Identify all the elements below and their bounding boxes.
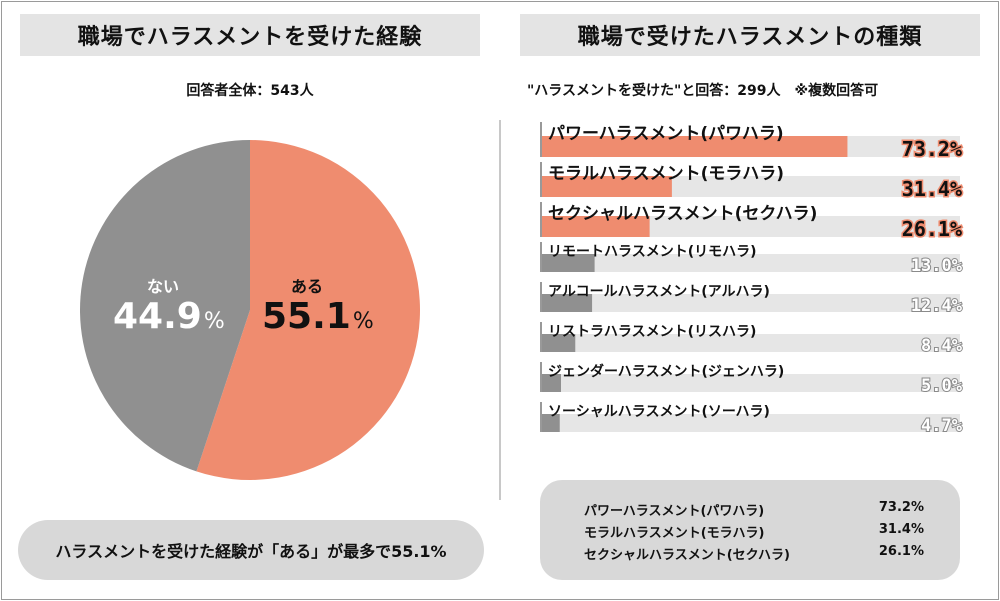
right-title: 職場で受けたハラスメントの種類: [520, 14, 980, 56]
bar-value-label: 13.0%: [911, 256, 963, 276]
pie-slice-yes: [196, 140, 420, 480]
bar-category-label: セクシャルハラスメント(セクハラ): [548, 204, 817, 224]
summary-row: セクシャルハラスメント(セクハラ) 26.1%: [584, 544, 924, 564]
bar: [540, 176, 672, 197]
bar-tick: [540, 202, 542, 237]
bar-value-label: 26.1%: [902, 217, 962, 241]
left-respondents: 回答者全体：543人: [186, 83, 314, 99]
bar-value-label: 4.7%: [921, 416, 963, 436]
bar-value-label: 8.4%: [921, 336, 963, 356]
bar: [540, 254, 595, 272]
summary-label: セクシャルハラスメント(セクハラ): [584, 548, 790, 563]
bar-track: [540, 254, 960, 272]
bar-category-label: モラルハラスメント(モラハラ): [548, 164, 784, 184]
bar-category-label: ソーシャルハラスメント(ソーハラ): [548, 404, 770, 420]
bar-chart: パワーハラスメント(パワハラ) 73.2% モラルハラスメント(モラハラ) 31.4%…: [540, 122, 964, 437]
left-title: 職場でハラスメントを受けた経験: [20, 14, 480, 56]
summary-row: パワーハラスメント(パワハラ) 73.2%: [584, 500, 924, 520]
bar-track: [540, 334, 960, 352]
bar-tick: [540, 362, 542, 392]
summary-callout: ハラスメントを受けた経験が「ある」が最多で55.1%: [18, 520, 484, 580]
bar-value-label: 31.4%: [902, 177, 962, 201]
bar-tick: [540, 322, 542, 352]
pie-category-yes: ある: [290, 277, 323, 296]
pie-category-no: ない: [146, 277, 179, 296]
summary-value: 26.1%: [878, 544, 924, 559]
summary-row: モラルハラスメント(モラハラ) 31.4%: [584, 522, 924, 542]
panel-divider: [499, 120, 501, 500]
right-respondents: "ハラスメントを受けた"と回答：299人 ※複数回答可: [527, 83, 879, 99]
bar-category-label: ジェンダーハラスメント(ジェンハラ): [548, 363, 784, 380]
bar-track: [540, 374, 960, 392]
bar-category-label: リモートハラスメント(リモハラ): [548, 244, 757, 260]
bar-value-label: 12.4%: [911, 296, 963, 316]
bar: [540, 216, 650, 237]
bar-category-label: パワーハラスメント(パワハラ): [548, 124, 784, 144]
bar-category-label: リストラハラスメント(リスハラ): [548, 324, 756, 340]
summary-label: パワーハラスメント(パワハラ): [584, 504, 765, 519]
bar: [540, 374, 561, 392]
bar: [540, 294, 593, 312]
bar: [540, 136, 848, 157]
bar-tick: [540, 242, 542, 272]
bar: [540, 414, 560, 432]
top3-summary-box: パワーハラスメント(パワハラ) 73.2% モラルハラスメント(モラハラ) 31…: [540, 480, 960, 580]
pie-value-yes: 55.1: [262, 296, 351, 337]
pie-value-no: 44.9: [113, 296, 202, 337]
bar-value-label: 5.0%: [921, 376, 963, 396]
pie-label-no: ない 44.9%: [113, 273, 225, 342]
summary-label: モラルハラスメント(モラハラ): [584, 526, 765, 541]
bar-category-label: アルコールハラスメント(アルハラ): [548, 284, 770, 300]
bar: [540, 334, 576, 352]
bar-tick: [540, 402, 542, 432]
pie-chart: [80, 140, 420, 480]
bar-tick: [540, 282, 542, 312]
bar-track: [540, 414, 960, 432]
pie-label-yes: ある 55.1%: [262, 273, 374, 342]
bar-tick: [540, 162, 542, 197]
summary-value: 31.4%: [878, 522, 924, 537]
bar-value-label: 73.2%: [902, 137, 962, 161]
bar-track: [540, 294, 960, 312]
pie-slice-no: [80, 140, 250, 472]
summary-value: 73.2%: [878, 500, 924, 515]
bar-tick: [540, 122, 542, 157]
